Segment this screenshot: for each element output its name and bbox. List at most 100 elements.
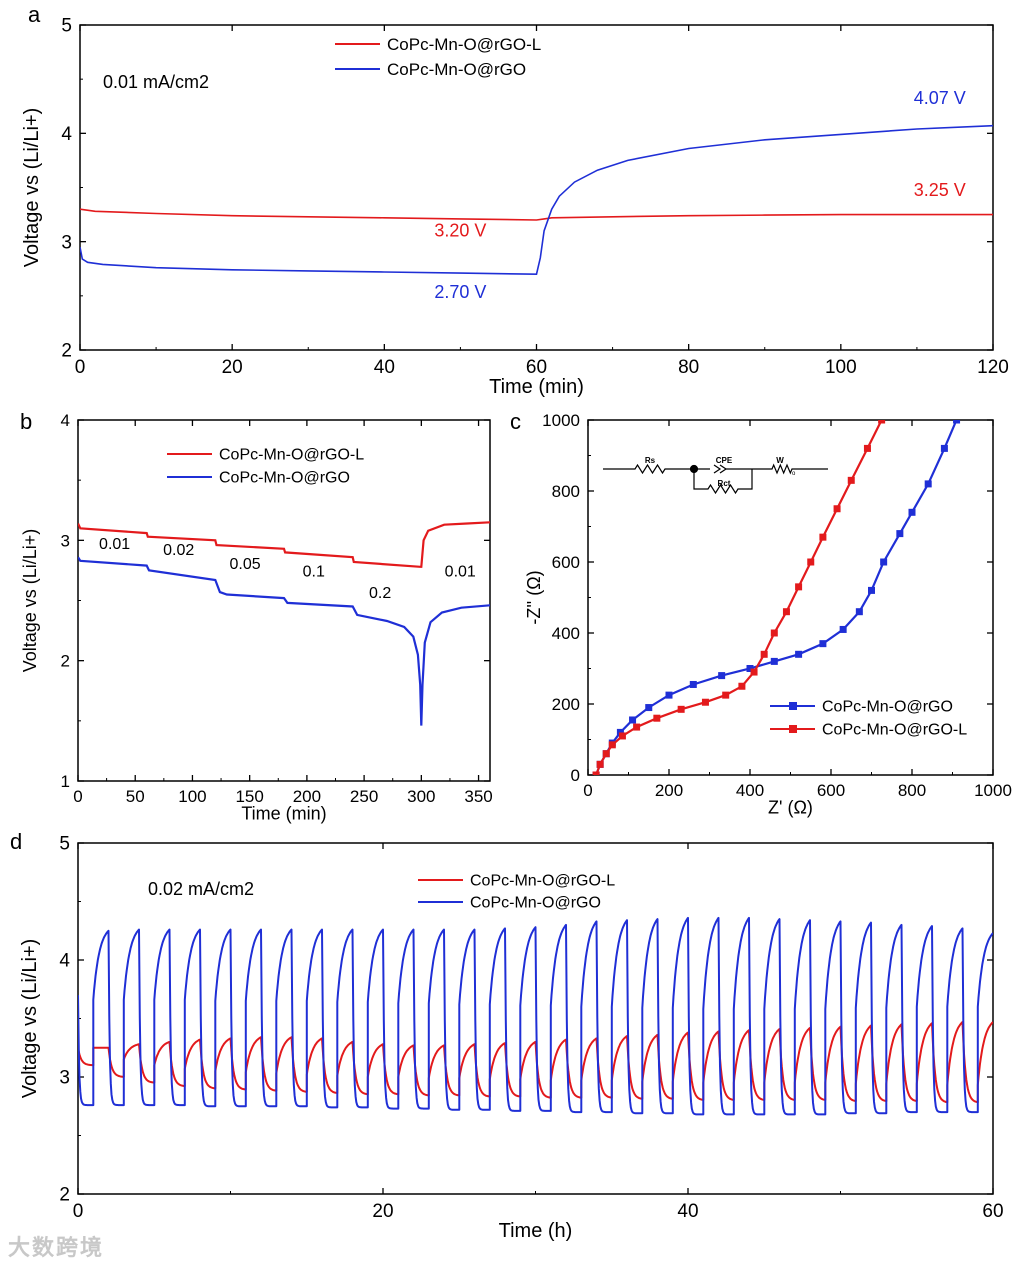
x-tick-label: 50 [126,787,145,806]
y-tick-label: 400 [552,624,580,643]
data-point [782,608,790,616]
data-point [750,668,758,676]
x-tick-label: 200 [293,787,321,806]
data-label: 0.02 [163,542,194,559]
data-label: 0.01 [445,563,476,580]
x-tick-label: 40 [374,357,395,378]
plot-frame [79,24,994,351]
x-tick-label: 0 [75,357,86,378]
legend-label: CoPc-Mn-O@rGO-L [219,447,364,464]
data-label: 2.70 V [434,282,486,302]
x-tick-label: 350 [464,787,492,806]
x-axis-label: Time (h) [499,1220,573,1242]
y-axis-label: Voltage vs (Li/Li+) [19,939,41,1099]
y-tick-label: 5 [61,16,72,37]
data-label: 0.2 [369,585,391,602]
data-point [616,728,624,736]
y-tick-label: 1 [61,772,70,791]
data-point [618,732,626,740]
data-label: 3.20 V [434,220,486,240]
data-point [863,444,871,452]
legend-label: CoPc-Mn-O@rGO-L [387,35,541,54]
x-tick-label: 250 [350,787,378,806]
panel-label: d [10,829,22,854]
y-axis-label: Voltage vs (Li/Li+) [21,108,43,268]
data-point [770,657,778,665]
panel-label: c [510,409,521,434]
warburg-subscript: o [792,471,796,477]
legend-marker [789,702,797,710]
data-point [608,741,616,749]
data-point [645,704,653,712]
panel-d: d 0 20 40 60 2 3 4 5 Time (h) Voltage vs (Li/Li+) C… [10,829,1004,1242]
data-point [633,723,641,731]
data-point [847,476,855,484]
panel-c: c 0 200 400 600 800 1000 0 200 400 600 800 1000 Z' (Ω… [510,409,1012,817]
x-tick-label: 1000 [974,781,1012,800]
series-line [595,420,883,775]
data-point [839,625,847,633]
x-tick-label: 120 [977,357,1009,378]
circuit-label: CPE [716,456,733,465]
x-tick-label: 400 [736,781,764,800]
x-tick-label: 100 [178,787,206,806]
current-density-annotation: 0.01 mA/cm2 [103,72,209,92]
data-point [629,716,637,724]
x-tick-label: 40 [677,1201,698,1222]
current-density-annotation: 0.02 mA/cm2 [148,879,254,899]
y-tick-label: 5 [59,834,70,855]
y-tick-label: 0 [571,766,580,785]
legend-label: CoPc-Mn-O@rGO [219,470,350,487]
data-point [653,714,661,722]
y-axis-label: -Z'' (Ω) [524,570,544,624]
series-line [80,208,993,221]
x-tick-label: 20 [222,357,243,378]
data-point [689,680,697,688]
x-tick-label: 800 [898,781,926,800]
data-point [868,586,875,594]
y-tick-label: 2 [61,341,72,362]
data-point [878,420,886,424]
data-label: 4.07 V [914,88,966,108]
data-point [795,583,803,591]
data-point [807,558,815,566]
x-tick-label: 0 [73,787,82,806]
data-point [953,420,961,424]
rs-resistor [603,463,710,475]
data-point [677,705,685,713]
x-tick-label: 60 [982,1201,1003,1222]
y-tick-label: 2 [61,652,70,671]
data-layer [78,521,490,726]
series-line [78,556,490,726]
data-label: 0.01 [99,536,130,553]
data-layer [592,420,961,775]
y-tick-label: 800 [552,482,580,501]
warburg-element [726,463,828,475]
equivalent-circuit-inset: Rs CPE Rct Wo [603,456,828,495]
data-point [855,608,863,616]
data-point [738,682,746,690]
data-point [908,508,916,516]
data-point [940,444,948,452]
x-axis-label: Z' (Ω) [768,797,813,817]
data-point [592,771,600,775]
x-tick-label: 0 [73,1201,84,1222]
legend-label: CoPc-Mn-O@rGO-L [822,722,967,739]
circuit-label: Rs [645,456,656,465]
y-tick-label: 4 [61,124,72,145]
x-tick-label: 150 [235,787,263,806]
panel-b: b 0 50 100 150 200 250 300 350 1 2 3 4 Time (min) Volt… [20,409,493,823]
legend-marker [789,725,797,733]
data-point [760,650,768,658]
data-point [718,672,726,680]
y-tick-label: 2 [59,1185,70,1206]
data-point [795,650,803,658]
y-tick-label: 3 [59,1068,70,1089]
y-tick-label: 4 [59,951,70,972]
y-tick-label: 1000 [542,411,580,430]
data-layer [80,124,993,276]
data-layer [78,916,993,1116]
x-tick-label: 80 [678,357,699,378]
y-tick-label: 3 [61,531,70,550]
y-tick-label: 600 [552,553,580,572]
